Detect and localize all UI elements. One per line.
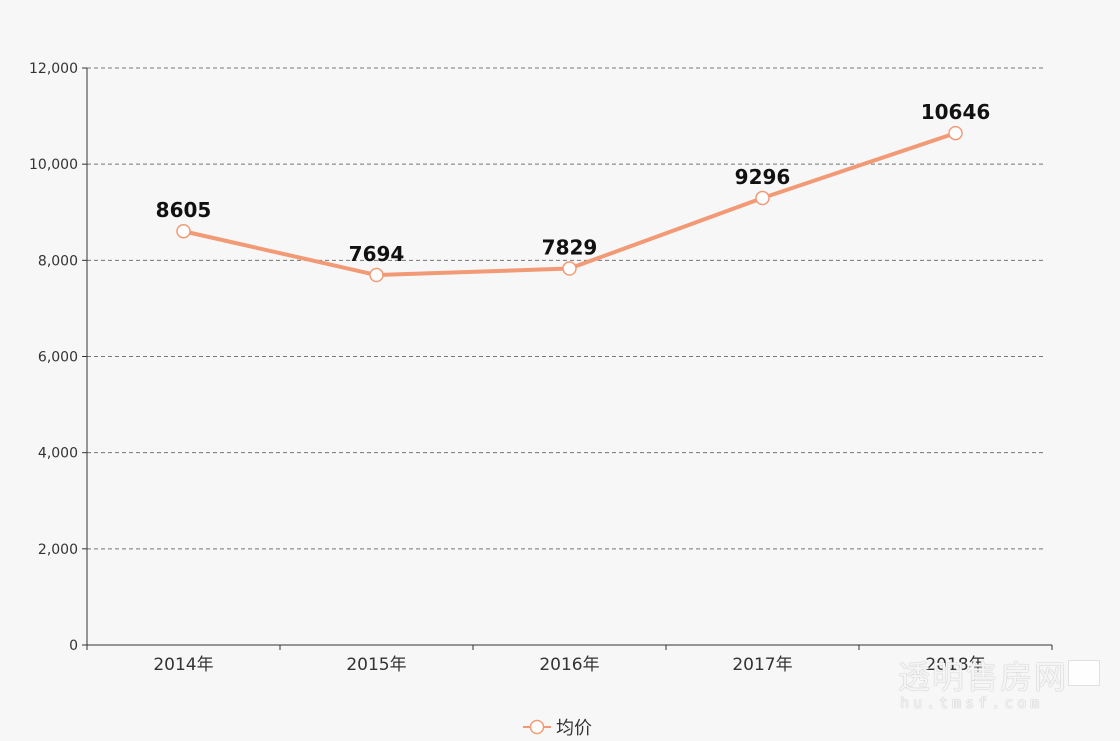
y-tick-label: 12,000 <box>29 61 78 77</box>
x-tick-label: 2016年 <box>539 655 599 675</box>
x-tick-label: 2017年 <box>732 655 792 675</box>
y-tick-label: 10,000 <box>29 157 78 173</box>
series-points <box>176 125 963 283</box>
grid-lines <box>87 67 1046 550</box>
circle-line-icon <box>523 719 551 735</box>
y-axis-ticks: 0 2,000 4,000 6,000 8,000 10,000 12,000 <box>29 61 87 654</box>
data-point <box>948 125 963 141</box>
legend-item-avg-price[interactable]: 均价 <box>522 714 592 740</box>
x-tick-label: 2015年 <box>346 655 406 675</box>
data-labels: 8605 7694 7829 9296 10646 <box>156 100 991 266</box>
watermark-badge <box>1068 660 1100 686</box>
data-label: 7829 <box>542 236 598 260</box>
y-tick-label: 2,000 <box>38 542 78 558</box>
x-tick-label: 2014年 <box>153 655 213 675</box>
y-tick-label: 8,000 <box>38 253 78 269</box>
watermark-main-text: 透明售房网 <box>898 658 1069 696</box>
watermark-sub-text: hu.tmsf.com <box>900 694 1044 712</box>
x-tick-label: 2018年 <box>925 655 985 675</box>
y-tick-label: 6,000 <box>38 350 78 366</box>
y-tick-label: 4,000 <box>38 446 78 462</box>
legend-label: 均价 <box>556 718 592 739</box>
data-point <box>755 190 770 206</box>
data-label: 9296 <box>735 165 791 189</box>
data-point <box>176 223 191 239</box>
data-label: 10646 <box>921 100 991 124</box>
watermark: 透明售房网 hu.tmsf.com <box>898 652 1100 712</box>
y-tick-label: 0 <box>69 638 78 654</box>
data-label: 8605 <box>156 198 212 222</box>
x-axis-ticks: 2014年 2015年 2016年 2017年 2018年 <box>86 645 1053 675</box>
data-label: 7694 <box>349 242 405 266</box>
legend: 均价 <box>0 712 1120 740</box>
data-point <box>369 267 384 283</box>
data-point <box>562 261 577 276</box>
